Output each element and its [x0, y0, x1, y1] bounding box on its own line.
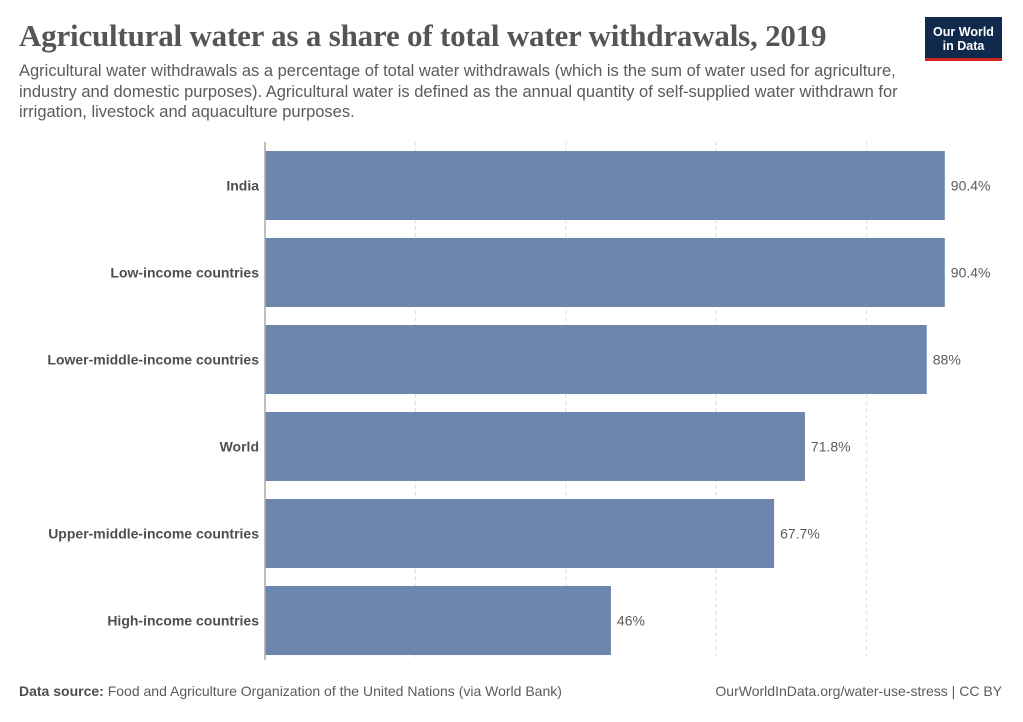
- data-source-label: Data source:: [19, 683, 104, 699]
- category-labels: India Low-income countries Lower-middle-in…: [47, 178, 259, 629]
- bar[interactable]: [265, 325, 927, 394]
- value-label: 67.7%: [780, 526, 820, 542]
- value-label: 46%: [617, 613, 645, 629]
- url-license[interactable]: OurWorldInData.org/water-use-stress | CC…: [715, 683, 1002, 699]
- bar[interactable]: [265, 499, 775, 568]
- chart-title: Agricultural water as a share of total w…: [19, 18, 827, 53]
- category-label: Upper-middle-income countries: [48, 526, 259, 542]
- logo-line-1: Our World: [933, 25, 994, 39]
- value-label: 71.8%: [811, 439, 851, 455]
- bar[interactable]: [265, 586, 611, 655]
- bars: [265, 151, 945, 655]
- bar[interactable]: [265, 238, 945, 307]
- chart-subtitle: Agricultural water withdrawals as a perc…: [19, 62, 898, 121]
- bar[interactable]: [265, 412, 805, 481]
- bar[interactable]: [265, 151, 945, 220]
- category-label: World: [220, 439, 259, 455]
- category-label: Lower-middle-income countries: [47, 352, 259, 368]
- value-label: 90.4%: [951, 265, 991, 281]
- category-label: Low-income countries: [110, 265, 259, 281]
- owid-logo[interactable]: Our World in Data: [925, 17, 1002, 61]
- value-label: 88%: [933, 352, 961, 368]
- value-labels: 90.4% 90.4% 88% 71.8% 67.7% 46%: [617, 178, 991, 629]
- logo-line-2: in Data: [942, 39, 985, 53]
- value-label: 90.4%: [951, 178, 991, 194]
- gridlines: [414, 142, 868, 660]
- category-label: High-income countries: [107, 613, 259, 629]
- data-source: Data source: Food and Agriculture Organi…: [19, 683, 562, 699]
- category-label: India: [226, 178, 259, 194]
- data-source-text: Food and Agriculture Organization of the…: [107, 683, 562, 699]
